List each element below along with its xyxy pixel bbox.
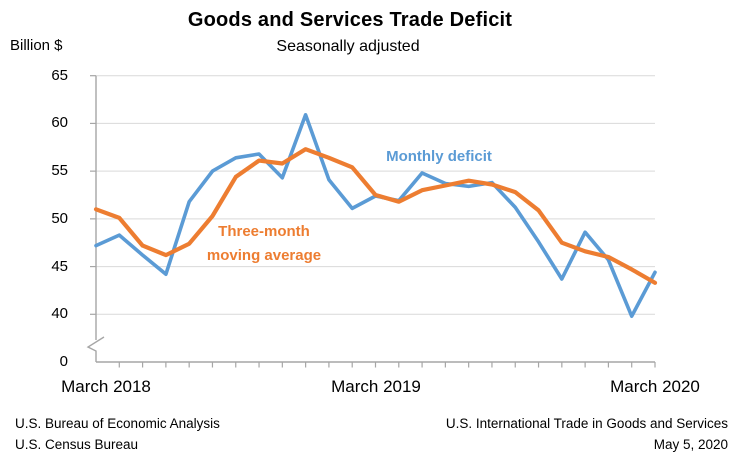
report-date: May 5, 2020 [653,437,728,452]
source-bea: U.S. Bureau of Economic Analysis [15,416,220,431]
y-tick-label: 45 [51,257,68,275]
monthly-deficit-line [94,113,657,319]
x-tick-label-march-2020: March 2020 [610,377,700,396]
gridlines [96,75,655,315]
y-tick-label: 40 [51,305,68,323]
y-tick-label: 60 [51,114,68,132]
y-tick-label: 50 [51,209,68,227]
y-tick-label: 0 [59,353,68,370]
source-census: U.S. Census Bureau [15,437,139,452]
series-label-monthly-deficit: Monthly deficit [386,148,492,165]
axis-ticks [90,75,656,368]
moving-average-line [93,147,658,285]
x-tick-label-march-2019: March 2019 [331,377,421,396]
y-axis-unit-label: Billion $ [10,37,63,54]
y-tick-label: 65 [51,66,68,84]
y-tick-label: 55 [51,162,68,180]
y-axis-break [86,336,105,362]
report-name: U.S. International Trade in Goods and Se… [445,416,728,431]
series-label-moving-average: Three-month moving average [206,223,322,264]
x-tick-label-march-2018: March 2018 [61,377,151,396]
chart-subtitle: Seasonally adjusted [276,38,420,55]
chart-title: Goods and Services Trade Deficit [187,9,513,31]
